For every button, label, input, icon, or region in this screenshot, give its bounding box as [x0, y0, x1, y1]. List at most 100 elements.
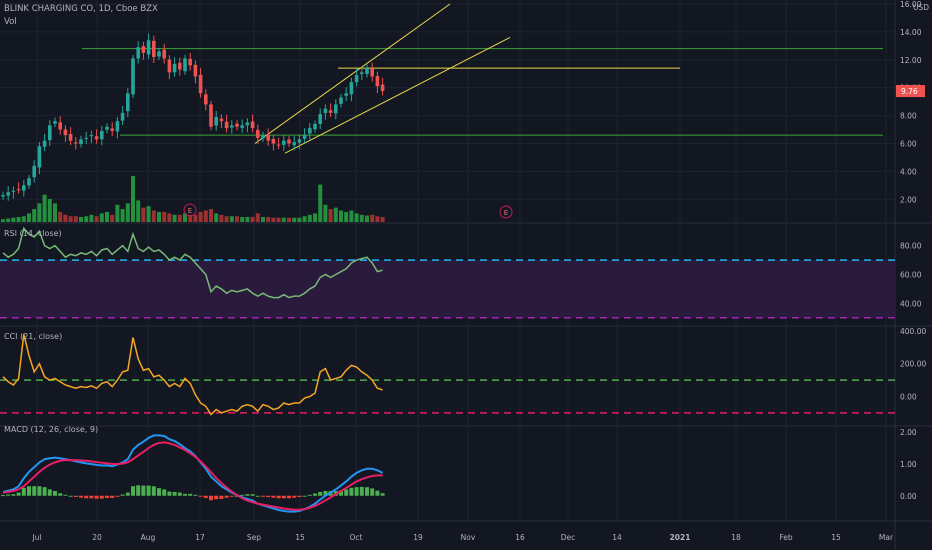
macd-histogram-bar[interactable] — [136, 485, 141, 496]
macd-pane[interactable] — [1, 434, 385, 513]
candle[interactable] — [276, 144, 281, 146]
macd-histogram-bar[interactable] — [188, 493, 193, 496]
candle[interactable] — [323, 108, 328, 114]
volume-bar[interactable] — [58, 211, 63, 222]
volume-bar[interactable] — [89, 214, 94, 222]
macd-histogram-bar[interactable] — [89, 495, 94, 499]
channel-upper-line[interactable] — [254, 3, 451, 144]
candle[interactable] — [360, 72, 364, 75]
candle[interactable] — [22, 185, 26, 191]
macd-histogram-bar[interactable] — [11, 494, 16, 496]
candle[interactable] — [110, 128, 114, 131]
channel-lower-line[interactable] — [284, 37, 511, 154]
volume-bar[interactable] — [73, 216, 78, 222]
candle[interactable] — [157, 51, 161, 57]
volume-bar[interactable] — [11, 217, 16, 222]
candle[interactable] — [308, 128, 312, 134]
macd-histogram-bar[interactable] — [6, 494, 11, 496]
candle[interactable] — [282, 140, 286, 145]
volume-bar[interactable] — [146, 206, 151, 222]
candle[interactable] — [172, 63, 177, 73]
volume-bar[interactable] — [375, 216, 380, 222]
volume-bar[interactable] — [32, 209, 37, 222]
macd-histogram-bar[interactable] — [16, 492, 21, 496]
candle[interactable] — [42, 140, 47, 147]
candle[interactable] — [115, 121, 120, 132]
candle[interactable] — [126, 93, 130, 112]
rsi-pane[interactable] — [0, 226, 895, 319]
candle[interactable] — [74, 142, 78, 144]
macd-histogram-bar[interactable] — [84, 495, 89, 499]
volume-bar[interactable] — [120, 209, 125, 222]
volume-bar[interactable] — [21, 216, 26, 222]
candle[interactable] — [84, 137, 88, 139]
volume-bar[interactable] — [359, 214, 364, 222]
volume-bar[interactable] — [354, 213, 359, 222]
volume-bar[interactable] — [68, 216, 73, 222]
volume-bar[interactable] — [255, 213, 260, 222]
macd-histogram-bar[interactable] — [349, 487, 354, 496]
macd-histogram-bar[interactable] — [94, 495, 99, 499]
candle[interactable] — [380, 84, 385, 92]
macd-histogram-bar[interactable] — [255, 495, 260, 497]
volume-bar[interactable] — [63, 214, 68, 222]
candle[interactable] — [235, 123, 239, 127]
candle[interactable] — [240, 125, 244, 128]
macd-histogram-bar[interactable] — [99, 495, 104, 499]
candle[interactable] — [131, 58, 135, 95]
macd-histogram-bar[interactable] — [375, 490, 380, 496]
volume-bar[interactable] — [141, 207, 146, 222]
candle[interactable] — [261, 135, 265, 139]
candle[interactable] — [266, 134, 270, 141]
candle[interactable] — [146, 40, 151, 55]
volume-bar[interactable] — [229, 216, 234, 222]
candle[interactable] — [152, 40, 156, 57]
volume-bar[interactable] — [177, 214, 182, 222]
macd-histogram-bar[interactable] — [229, 495, 234, 497]
macd-histogram-bar[interactable] — [131, 486, 135, 496]
candle[interactable] — [209, 104, 213, 127]
candle[interactable] — [188, 58, 192, 66]
macd-histogram-bar[interactable] — [47, 489, 52, 496]
macd-histogram-bar[interactable] — [359, 486, 364, 496]
macd-histogram-bar[interactable] — [323, 490, 328, 496]
candle[interactable] — [27, 178, 31, 186]
candle[interactable] — [339, 97, 343, 104]
candle[interactable] — [245, 122, 250, 126]
macd-histogram-bar[interactable] — [193, 494, 198, 496]
candle[interactable] — [250, 121, 255, 129]
candle[interactable] — [6, 192, 10, 196]
volume-bar[interactable] — [281, 217, 286, 222]
candle[interactable] — [287, 139, 291, 144]
volume-bar[interactable] — [47, 199, 52, 222]
macd-histogram-bar[interactable] — [37, 486, 42, 496]
volume-bar[interactable] — [339, 210, 343, 223]
volume-bar[interactable] — [245, 216, 250, 222]
macd-histogram-bar[interactable] — [266, 495, 271, 498]
candle[interactable] — [136, 47, 140, 59]
rsi-line[interactable] — [2, 226, 383, 299]
candle[interactable] — [375, 75, 380, 87]
candle[interactable] — [100, 130, 104, 140]
volume-bar[interactable] — [167, 213, 172, 222]
volume-bar[interactable] — [37, 203, 42, 222]
volume-bar[interactable] — [261, 216, 265, 222]
macd-histogram-bar[interactable] — [344, 489, 349, 496]
candle[interactable] — [219, 118, 224, 122]
volume-bar[interactable] — [370, 214, 375, 222]
volume-bar[interactable] — [193, 214, 198, 222]
macd-histogram-bar[interactable] — [141, 485, 146, 496]
volume-bar[interactable] — [105, 211, 109, 222]
macd-histogram-bar[interactable] — [32, 486, 37, 496]
volume-bar[interactable] — [125, 203, 130, 222]
cci-line[interactable] — [2, 334, 383, 416]
volume-bar[interactable] — [27, 213, 31, 222]
volume-bar[interactable] — [323, 204, 328, 222]
macd-histogram-bar[interactable] — [292, 495, 297, 498]
candle[interactable] — [193, 64, 198, 77]
candle[interactable] — [198, 74, 203, 94]
macd-histogram-bar[interactable] — [120, 494, 125, 496]
macd-histogram-bar[interactable] — [183, 493, 187, 496]
volume-bar[interactable] — [172, 214, 177, 222]
